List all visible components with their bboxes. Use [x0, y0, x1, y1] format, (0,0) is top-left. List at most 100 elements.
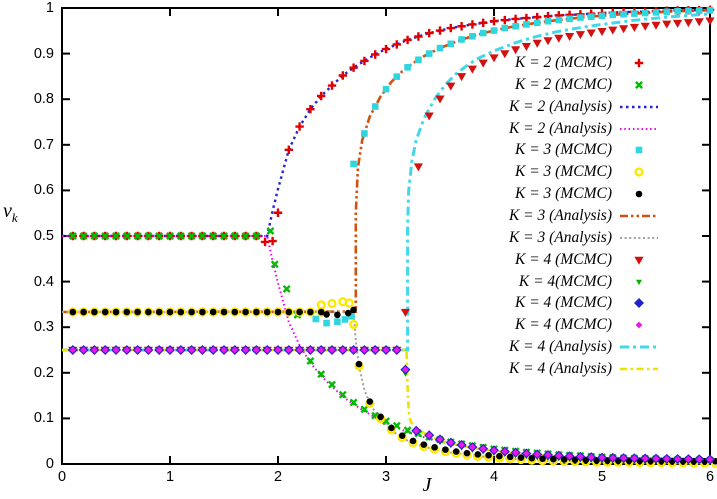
triangle-down-point — [705, 17, 715, 26]
diamond-small-point — [490, 446, 498, 454]
x-point — [133, 232, 142, 240]
circle-open-point — [316, 300, 326, 310]
square-point — [674, 7, 681, 15]
diamond-small-point — [512, 449, 519, 456]
circle-point — [398, 432, 406, 440]
circle-open-point — [344, 298, 354, 308]
diamond-small-point — [436, 435, 444, 443]
circle-point — [539, 455, 546, 463]
plus-point — [284, 145, 293, 155]
y-axis-label-main: v — [3, 200, 12, 222]
x-point — [306, 356, 315, 365]
circle-open-point — [251, 307, 262, 317]
square-point — [490, 27, 498, 34]
diamond-small-point — [188, 346, 195, 354]
circle-point — [220, 308, 228, 316]
x-point — [403, 426, 412, 435]
square-point — [523, 21, 530, 28]
circle-point — [231, 308, 239, 316]
diamond-small-point — [533, 451, 541, 458]
circle-open-point — [295, 307, 305, 317]
diamond-small-point — [101, 346, 109, 354]
square-point — [566, 15, 573, 23]
x-tick-label: 4 — [489, 469, 499, 485]
circle-point — [463, 449, 471, 457]
x-tick-label: 5 — [597, 469, 607, 485]
diamond-small-point — [263, 346, 271, 354]
diamond-small-point — [587, 453, 595, 461]
circle-point — [199, 308, 206, 316]
x-tick-label: 1 — [165, 469, 175, 485]
plus-point — [295, 122, 304, 131]
diamond-small-point — [112, 346, 120, 354]
diamond-small-point — [296, 346, 303, 354]
x-point — [270, 260, 279, 269]
diamond-small-point — [80, 346, 87, 354]
diamond-small-point — [317, 346, 325, 354]
circle-open-point — [165, 307, 175, 317]
plus-point — [268, 236, 277, 246]
x-tick-label: 0 — [57, 469, 67, 485]
analysis-line — [61, 311, 711, 465]
square-point — [371, 103, 379, 110]
triangle-down-point — [640, 22, 650, 31]
circle-point — [366, 398, 374, 405]
diamond-small-point — [469, 443, 476, 451]
triangle-down-point — [521, 43, 531, 52]
square-point — [382, 85, 390, 93]
square-point — [341, 316, 349, 323]
circle-point — [166, 308, 174, 316]
circle-point — [496, 452, 503, 460]
diamond-small-point — [242, 346, 249, 354]
circle-point — [442, 446, 449, 453]
square-point — [544, 17, 552, 25]
plus-point — [425, 28, 434, 38]
triangle-down-point — [500, 50, 510, 59]
analysis-line — [62, 235, 711, 464]
square-point — [555, 16, 563, 24]
plus-point — [273, 208, 283, 217]
triangle-down-point — [543, 37, 553, 46]
square-point — [436, 44, 444, 52]
series-circle-open — [68, 297, 717, 468]
series-plus — [68, 5, 715, 247]
y-tick-label: 0.8 — [33, 91, 54, 108]
diamond-small-point — [501, 448, 509, 455]
circle-open-point — [133, 307, 143, 317]
diamond-small-point — [177, 346, 185, 354]
x-point — [360, 405, 369, 414]
plus-point — [479, 18, 488, 28]
circle-point — [177, 308, 185, 316]
triangle-down-point — [586, 29, 596, 38]
circle-point — [377, 413, 384, 421]
series-diamond — [67, 345, 715, 465]
x-point — [112, 232, 120, 240]
analysis-line — [62, 348, 711, 462]
circle-point — [296, 308, 303, 316]
diamond-small-point — [393, 346, 401, 354]
square-point — [350, 160, 357, 168]
diamond-small-point — [155, 346, 163, 354]
x-point — [282, 284, 291, 293]
circle-point — [145, 308, 152, 316]
diamond-small-point — [199, 346, 206, 354]
triangle-down-point — [651, 21, 661, 30]
circle-open-point — [78, 307, 89, 317]
diamond-small-point — [685, 455, 692, 463]
square-point — [587, 13, 595, 20]
diamond-small-point — [350, 346, 357, 354]
plus-point — [446, 23, 455, 33]
circle-point — [344, 309, 352, 317]
diamond-small-point — [458, 441, 465, 449]
diamond-small-point — [577, 453, 584, 461]
x-point — [101, 232, 110, 240]
diamond-small-point — [447, 439, 455, 446]
circle-open-point — [89, 307, 100, 317]
circle-point — [242, 308, 249, 316]
square-point — [425, 50, 433, 57]
square-point — [641, 9, 649, 17]
circle-open-point — [143, 307, 154, 317]
circle-point — [80, 308, 87, 316]
diamond-small-point — [134, 346, 141, 354]
